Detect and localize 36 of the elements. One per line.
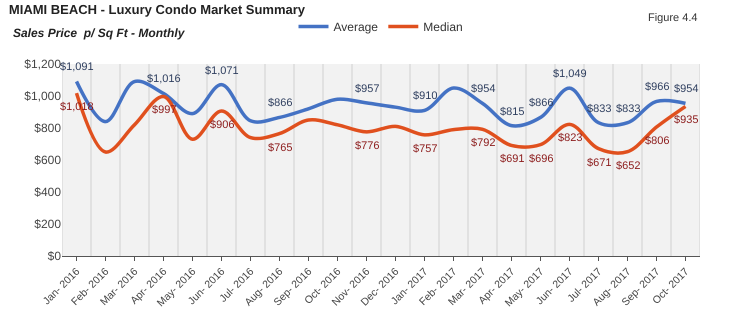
- data-label: $776: [355, 140, 380, 152]
- data-label: $935: [674, 114, 698, 126]
- data-label: $1,016: [147, 73, 181, 85]
- y-tick-label: $0: [48, 249, 62, 264]
- chart-subtitle: Sales Price p/ Sq Ft - Monthly: [13, 26, 186, 40]
- data-label: $691: [500, 153, 524, 165]
- y-tick-label: $1,000: [24, 89, 62, 104]
- data-label: $671: [587, 157, 612, 169]
- data-label: $966: [645, 81, 670, 93]
- data-label: $1,071: [205, 65, 239, 77]
- data-label: $815: [500, 106, 524, 118]
- data-label: $954: [471, 83, 496, 95]
- data-label: $652: [616, 160, 640, 172]
- y-tick-label: $200: [34, 217, 62, 232]
- data-label: $1,091: [60, 61, 94, 73]
- data-label: $792: [471, 137, 496, 149]
- y-tick-label: $1,200: [24, 57, 62, 72]
- data-label: $910: [413, 90, 438, 102]
- chart-title: MIAMI BEACH - Luxury Condo Market Summary: [8, 2, 306, 18]
- data-label: $957: [355, 83, 380, 95]
- data-label: $906: [210, 119, 234, 131]
- y-tick-label: $800: [34, 121, 62, 136]
- legend-label: Average: [334, 20, 378, 34]
- y-tick-label: $600: [34, 153, 62, 168]
- data-label: $866: [268, 97, 292, 109]
- data-label: $806: [645, 135, 670, 147]
- data-label: $823: [558, 132, 582, 144]
- data-label: $954: [674, 83, 698, 95]
- data-label: $696: [529, 153, 554, 165]
- caption: Figure 4.4: [648, 12, 698, 24]
- data-label: $833: [616, 103, 640, 115]
- data-label: $1,049: [553, 68, 587, 80]
- data-label: $765: [268, 142, 292, 154]
- data-label: $757: [413, 143, 438, 155]
- y-tick-label: $400: [34, 185, 62, 200]
- legend-label: Median: [423, 20, 463, 34]
